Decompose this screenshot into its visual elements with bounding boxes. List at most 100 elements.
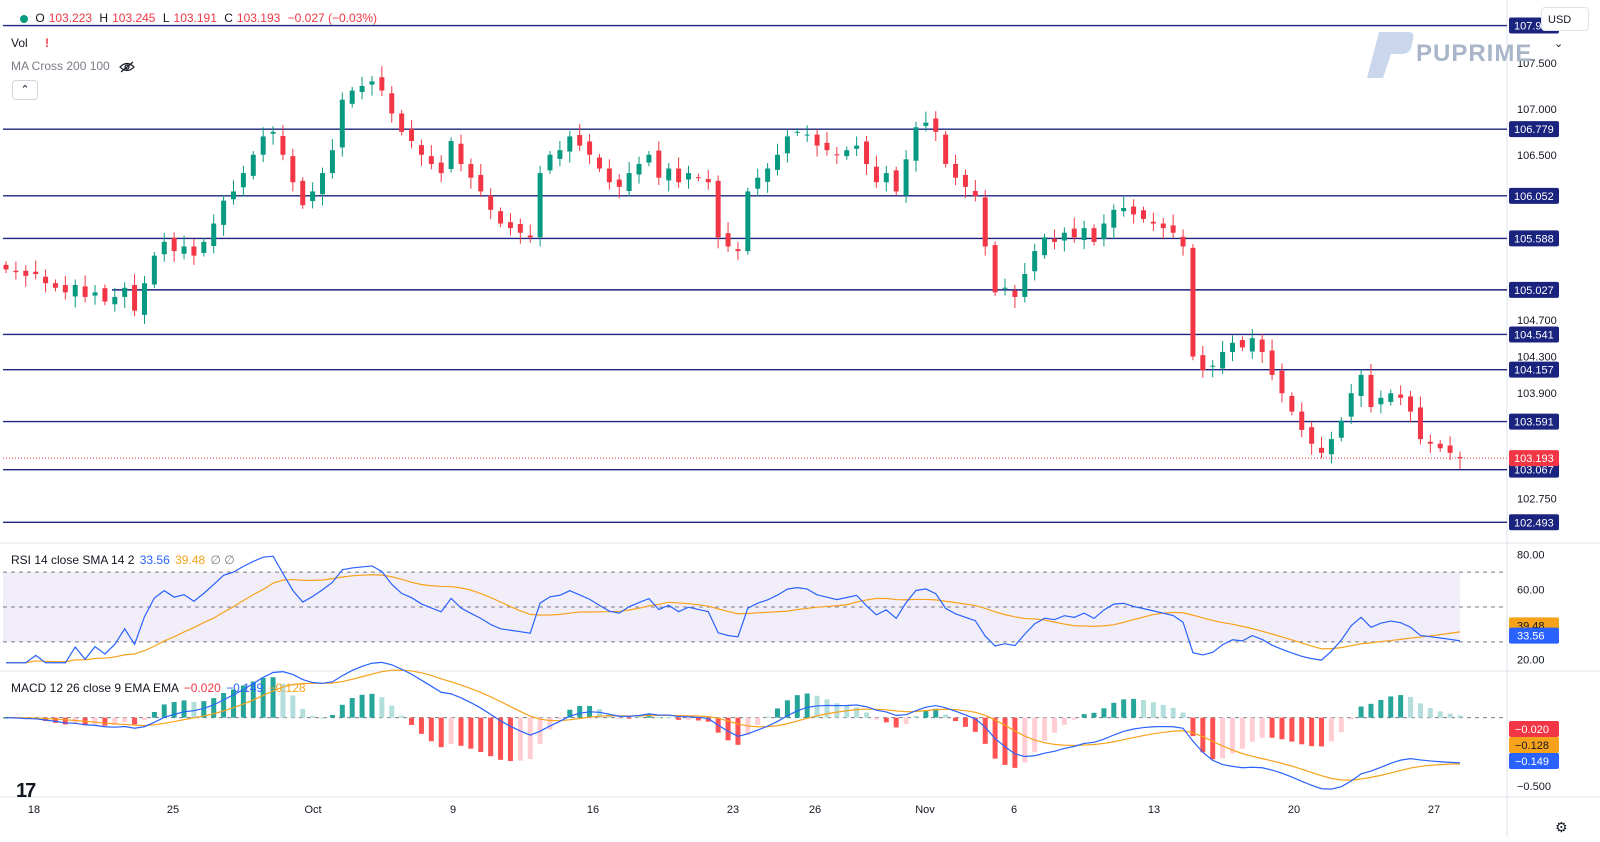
currency-selector[interactable]: USD ⌄ <box>1541 7 1589 50</box>
candle-body <box>1051 238 1057 242</box>
candle-body <box>3 264 9 270</box>
candle-body <box>755 177 761 189</box>
exclamation-icon[interactable]: ! <box>45 36 50 50</box>
macd-histogram-bar <box>102 717 108 726</box>
candles <box>3 66 1463 470</box>
candle-body <box>656 150 662 178</box>
macd-histogram-bar <box>1259 717 1265 738</box>
macd-histogram-bar <box>1121 699 1127 718</box>
time-tick-label: 20 <box>1288 804 1300 816</box>
collapse-legend-button[interactable]: ⌃ <box>12 80 38 100</box>
candle-body <box>1071 228 1077 238</box>
time-tick-label: 9 <box>450 804 456 816</box>
macd-histogram-bar <box>695 717 701 721</box>
price-axis: 107.500 107.000 106.500 104.700 104.300 103.9… <box>1509 17 1559 793</box>
candle-body <box>577 135 583 146</box>
candle-body <box>1012 290 1018 297</box>
candle-body <box>537 173 543 238</box>
macd-histogram-bar <box>1437 711 1443 718</box>
candle-body <box>349 90 355 104</box>
macd-histogram-bar <box>636 716 642 718</box>
macd-histogram-bar <box>181 700 187 718</box>
macd-histogram-bar <box>1388 696 1394 718</box>
macd-histogram-bar <box>369 693 375 718</box>
candle-body <box>913 127 919 161</box>
macd-histogram-bar <box>864 712 870 718</box>
macd-histogram-bar <box>151 711 157 718</box>
macd-histogram-bar <box>141 717 147 721</box>
macd-histogram-bar <box>52 717 58 723</box>
candle-body <box>290 156 296 183</box>
candle-body <box>1388 393 1394 402</box>
macd-histogram-bar <box>814 695 820 718</box>
candle-body <box>1378 397 1384 405</box>
macd-legend[interactable]: MACD 12 26 close 9 EMA EMA −0.020 −0.149… <box>11 681 306 695</box>
candle-body <box>310 191 316 202</box>
macd-histogram-bar <box>1220 717 1226 759</box>
candle-body <box>1220 351 1226 369</box>
macd-histogram-bar <box>507 717 513 762</box>
candle-body <box>725 233 731 247</box>
level-price-tag <box>1509 230 1559 247</box>
macd-histogram-bar <box>399 715 405 718</box>
tradingview-logo-icon[interactable]: 17 <box>16 780 36 802</box>
macd-histogram-bar <box>92 717 98 725</box>
macd-histogram-bar <box>725 717 731 741</box>
eye-off-icon[interactable] <box>119 61 135 73</box>
macd-pane <box>3 661 1507 790</box>
change-value: −0.027 (−0.03%) <box>287 11 378 25</box>
candle-body <box>745 191 751 252</box>
time-axis: 18 25 Oct 9 16 23 26 Nov 6 13 20 27 <box>28 804 1440 816</box>
level-lines <box>3 24 1507 523</box>
price-tick-label: 104.700 <box>1517 315 1557 327</box>
candle-body <box>646 154 652 163</box>
level-price-tag <box>1509 281 1559 298</box>
macd-histogram-bar <box>755 717 761 725</box>
candle-body <box>230 191 236 200</box>
ma-cross-indicator[interactable]: MA Cross 200 100 <box>11 59 135 73</box>
candle-body <box>676 168 682 183</box>
macd-histogram-bar <box>488 717 494 757</box>
macd-histogram-bar <box>982 717 988 744</box>
candle-body <box>132 285 138 311</box>
macd-histogram-bar <box>735 717 741 745</box>
candle-body <box>666 168 672 181</box>
macd-histogram-bar <box>1299 717 1305 745</box>
candle-body <box>695 177 701 179</box>
rsi-tick-label: 80.00 <box>1517 550 1545 562</box>
macd-histogram-bar <box>666 717 672 719</box>
candle-body <box>804 134 810 136</box>
level-price-tag-label: 106.779 <box>1514 124 1554 136</box>
macd-histogram-bar <box>329 715 335 718</box>
settings-gear-icon[interactable]: ⚙ <box>1555 819 1568 835</box>
macd-histogram-bar <box>1398 695 1404 718</box>
candle-body <box>626 173 632 191</box>
macd-histogram-bar <box>685 717 691 720</box>
candle-body <box>982 197 988 247</box>
candle-body <box>359 85 365 92</box>
macd-histogram-bar <box>1032 717 1038 753</box>
currency-label: USD <box>1548 14 1572 26</box>
candle-body <box>962 174 968 187</box>
candle-body <box>1150 221 1156 224</box>
candle-body <box>517 224 523 233</box>
candle-body <box>547 154 553 171</box>
candle-body <box>567 136 573 152</box>
vol-indicator[interactable]: Vol ! <box>11 36 49 50</box>
rsi-legend[interactable]: RSI 14 close SMA 14 2 33.56 39.48 ∅ ∅ <box>11 553 235 567</box>
candle-body <box>1338 420 1344 438</box>
candle-body <box>448 141 454 169</box>
candle-body <box>141 283 147 315</box>
macd-histogram-bar <box>943 714 949 718</box>
candle-body <box>498 211 504 224</box>
macd-histogram-bar <box>1022 717 1028 763</box>
macd-histogram-bar <box>626 717 632 719</box>
candle-body <box>1022 274 1028 297</box>
macd-histogram-bar <box>260 677 266 718</box>
candle-body <box>943 134 949 164</box>
candle-body <box>1348 393 1354 417</box>
candle-body <box>1091 228 1097 242</box>
